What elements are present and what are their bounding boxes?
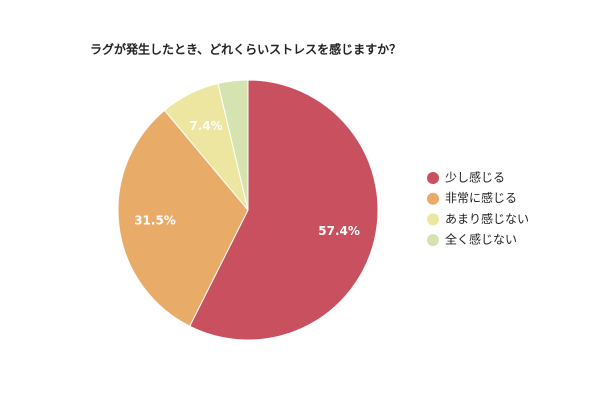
value-label: 57.4% [318, 224, 360, 238]
legend-marker [427, 234, 439, 247]
pie-slice [217, 79, 249, 211]
legend-marker [427, 213, 439, 226]
legend-marker [427, 192, 439, 205]
pie-slice [117, 109, 249, 327]
legend-label: 全く感じない [445, 232, 517, 247]
pie-slice [189, 79, 379, 341]
legend-label: 少し感じる [445, 170, 505, 185]
legend-marker [427, 172, 439, 184]
legend-label: あまり感じない [445, 211, 529, 226]
value-label: 7.4% [189, 119, 222, 133]
chart-title: ラグが発生したとき、どれくらいストレスを感じますか？ [90, 42, 401, 57]
legend-label: 非常に感じる [445, 190, 517, 205]
value-label: 31.5% [134, 213, 176, 227]
